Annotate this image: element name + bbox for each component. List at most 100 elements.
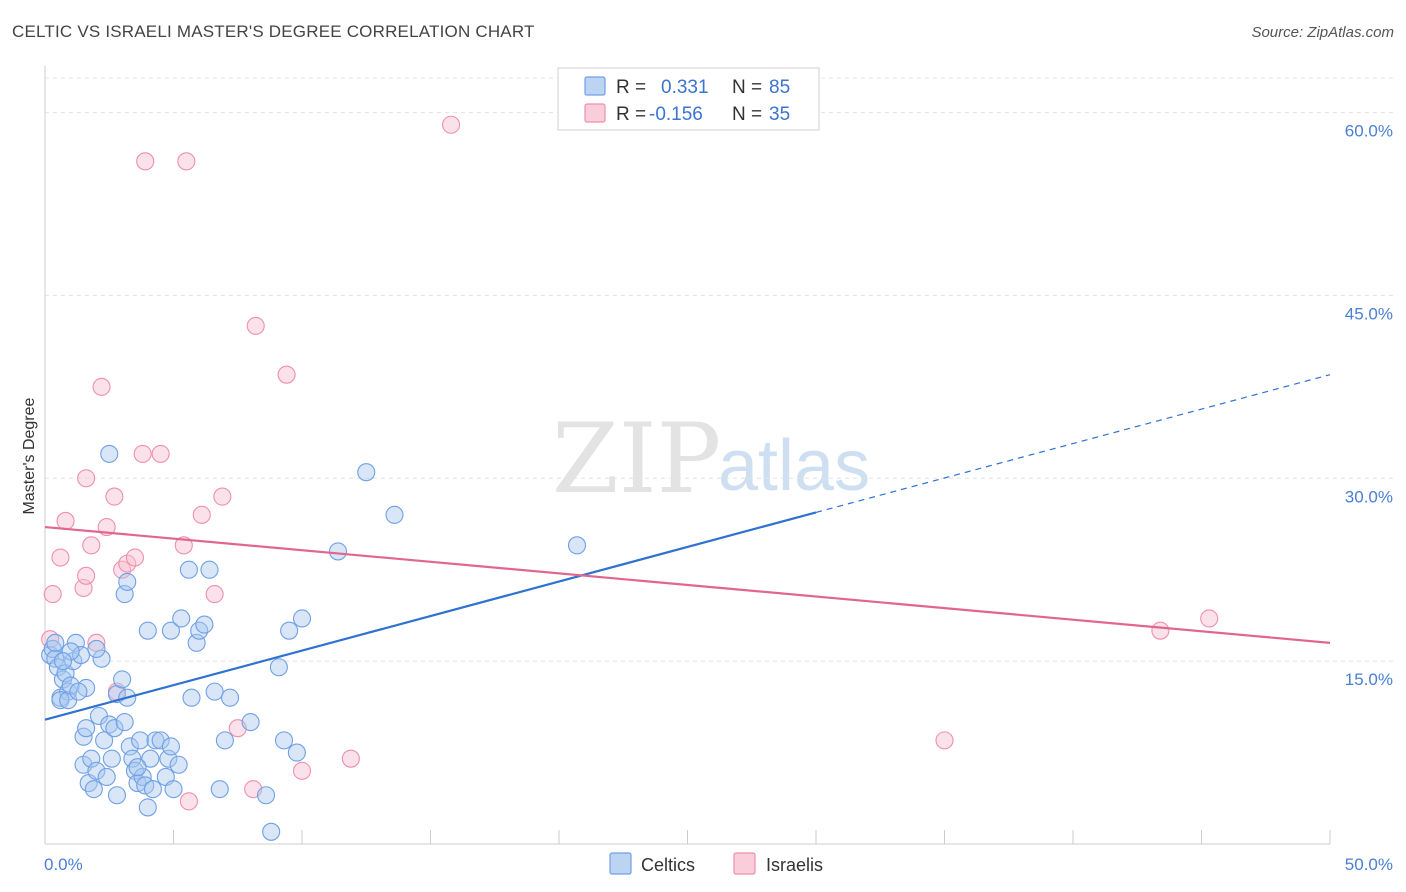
bottom-legend-israelis: Israelis bbox=[766, 855, 823, 875]
celtics-point-9 bbox=[51, 691, 70, 710]
israelis-point-22 bbox=[192, 505, 211, 524]
israelis-point-2 bbox=[51, 548, 70, 567]
celtics-point-56 bbox=[172, 609, 191, 628]
celtics-point-27 bbox=[105, 719, 124, 738]
celtics-point-81 bbox=[53, 652, 73, 671]
israelis-point-30 bbox=[341, 749, 360, 768]
celtics-point-21 bbox=[84, 780, 103, 799]
celtics-point-62 bbox=[200, 560, 219, 579]
celtics-point-58 bbox=[182, 688, 201, 707]
celtics-point-30 bbox=[87, 639, 106, 659]
celtics-point-28 bbox=[107, 786, 127, 805]
celtics-point-73 bbox=[274, 731, 294, 750]
y-tick-labels: 15.0% 30.0% 45.0% 60.0% bbox=[1345, 122, 1393, 690]
celtics-point-22 bbox=[87, 761, 106, 780]
celtics-point-33 bbox=[115, 713, 134, 732]
legend-n-value-celtics: 85 bbox=[769, 77, 790, 98]
bottom-legend-swatch-celtics bbox=[609, 852, 632, 875]
celtics-point-77 bbox=[385, 505, 404, 524]
celtics-point-83 bbox=[97, 767, 116, 787]
y-axis-label: Master's Degree bbox=[21, 397, 38, 514]
israelis-point-28 bbox=[277, 365, 296, 384]
celtics-point-82 bbox=[69, 682, 88, 701]
israelis-point-21 bbox=[177, 152, 196, 171]
israelis-point-16 bbox=[133, 444, 152, 463]
celtics-point-26 bbox=[102, 749, 121, 768]
axes bbox=[44, 66, 1331, 845]
celtics-point-80 bbox=[61, 642, 80, 661]
celtics-point-65 bbox=[215, 731, 234, 750]
celtics-point-74 bbox=[262, 822, 281, 841]
legend-r-label-israelis: R = bbox=[616, 104, 646, 125]
x-tick-labels: 0.0% 50.0% bbox=[44, 855, 1393, 874]
israelis-point-18 bbox=[151, 444, 170, 463]
israelis-point-31 bbox=[442, 115, 461, 134]
celtics-point-49 bbox=[161, 737, 180, 756]
celtics-point-42 bbox=[138, 798, 157, 817]
legend-r-value-israelis: -0.156 bbox=[649, 104, 703, 125]
celtics-point-66 bbox=[220, 688, 240, 707]
celtics-point-76 bbox=[357, 463, 376, 482]
celtics-point-78 bbox=[567, 536, 587, 555]
israelis-point-19 bbox=[174, 536, 193, 555]
celtics-point-68 bbox=[256, 786, 276, 805]
gridlines bbox=[45, 77, 1394, 662]
israelis-point-27 bbox=[246, 316, 265, 335]
legend-n-label-celtics: N = bbox=[732, 77, 762, 98]
israelis-point-15 bbox=[125, 548, 144, 567]
israelis-point-29 bbox=[292, 761, 312, 780]
israelis-point-20 bbox=[179, 792, 198, 811]
x-tick-label-min: 0.0% bbox=[44, 855, 83, 874]
legend-swatch-celtics bbox=[584, 76, 606, 96]
celtics-point-64 bbox=[210, 780, 229, 799]
celtics-point-14 bbox=[71, 645, 91, 665]
legend-r-value-celtics: 0.331 bbox=[661, 77, 709, 98]
israelis-point-3 bbox=[56, 511, 75, 531]
celtics-point-4 bbox=[46, 633, 65, 652]
israelis-point-7 bbox=[82, 536, 101, 555]
celtics-trendline-extension bbox=[815, 374, 1331, 513]
israelis-point-32 bbox=[935, 731, 954, 750]
bottom-legend-swatch-israelis bbox=[733, 852, 756, 875]
celtics-point-17 bbox=[77, 719, 96, 738]
celtics-point-67 bbox=[241, 713, 260, 732]
celtics-trendline bbox=[44, 511, 817, 721]
celtics-point-72 bbox=[292, 609, 312, 628]
israelis-point-24 bbox=[213, 487, 232, 506]
celtics-point-75 bbox=[328, 542, 348, 561]
y-tick-label-0: 15.0% bbox=[1345, 670, 1393, 689]
celtics-point-79 bbox=[100, 444, 119, 463]
israelis-point-1 bbox=[43, 585, 62, 604]
israelis-point-17 bbox=[136, 152, 155, 171]
watermark-zip: ZIP bbox=[552, 403, 721, 515]
source-label: Source: ZipAtlas.com bbox=[1251, 24, 1394, 41]
celtics-point-45 bbox=[146, 731, 165, 750]
celtics-point-46 bbox=[151, 731, 170, 750]
celtics-point-53 bbox=[118, 572, 137, 591]
bottom-legend-celtics: Celtics bbox=[641, 855, 695, 875]
legend-n-value-israelis: 35 bbox=[769, 104, 790, 125]
celtics-point-84 bbox=[128, 758, 147, 777]
legend-swatch-israelis bbox=[584, 103, 606, 123]
celtics-point-32 bbox=[113, 670, 132, 689]
celtics-point-63 bbox=[205, 682, 224, 701]
israelis-point-33 bbox=[1151, 621, 1170, 640]
celtics-point-54 bbox=[138, 621, 157, 640]
israelis-point-5 bbox=[77, 566, 96, 585]
celtics-point-57 bbox=[179, 560, 198, 579]
israelis-point-11 bbox=[105, 487, 124, 506]
israelis-point-34 bbox=[1200, 609, 1219, 628]
legend-r-label-celtics: R = bbox=[616, 77, 646, 98]
x-tick-label-max: 50.0% bbox=[1345, 855, 1393, 874]
stats-legend: R = 0.331 N = 85 R = -0.156 N = 35 bbox=[557, 67, 820, 131]
israelis-point-6 bbox=[77, 469, 96, 488]
y-tick-label-3: 60.0% bbox=[1345, 122, 1393, 141]
celtics-points bbox=[41, 444, 587, 841]
celtics-point-43 bbox=[141, 749, 160, 768]
celtics-point-51 bbox=[169, 755, 188, 774]
celtics-point-29 bbox=[92, 649, 111, 668]
celtics-point-39 bbox=[131, 731, 150, 750]
chart-title: CELTIC VS ISRAELI MASTER'S DEGREE CORREL… bbox=[12, 22, 535, 41]
israelis-point-9 bbox=[92, 377, 111, 396]
